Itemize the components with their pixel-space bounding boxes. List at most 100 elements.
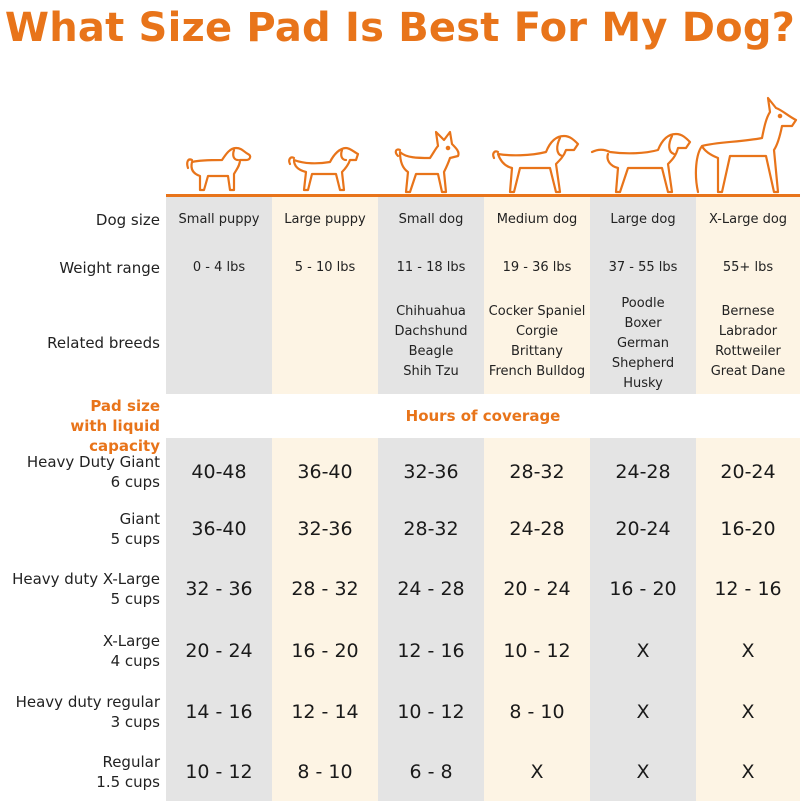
- hours-cell: 6 - 8: [409, 761, 453, 783]
- hours-cell: 32-36: [297, 518, 353, 540]
- pad-size-header-line1: Pad size: [90, 397, 160, 415]
- hours-cell: 12 - 14: [291, 701, 359, 723]
- column-bg-medium-dog: [484, 196, 590, 801]
- medium-dog-icon: [490, 128, 582, 196]
- pad-name: Regular: [102, 753, 160, 771]
- hours-cell: 10 - 12: [503, 640, 571, 662]
- hours-cell: 24-28: [509, 518, 565, 540]
- pad-row-label: Heavy duty regular 3 cups: [0, 692, 160, 732]
- breeds-cell-medium-dog: Cocker Spaniel Corgie Brittany French Bu…: [484, 302, 590, 382]
- pad-capacity: 1.5 cups: [96, 773, 160, 791]
- pad-row-label: Regular 1.5 cups: [0, 752, 160, 792]
- large-puppy-icon: [284, 140, 364, 196]
- breed-name: Shih Tzu: [403, 364, 459, 379]
- hours-cell: 14 - 16: [185, 701, 253, 723]
- hours-cell: 28-32: [403, 518, 459, 540]
- hours-cell: 20-24: [615, 518, 671, 540]
- hours-cell: 12 - 16: [397, 640, 465, 662]
- pad-capacity: 5 cups: [110, 530, 160, 548]
- page-title: What Size Pad Is Best For My Dog?: [4, 5, 796, 51]
- pad-name: Heavy Duty Giant: [26, 453, 160, 471]
- pad-capacity: 5 cups: [110, 590, 160, 608]
- pad-row-label: Heavy duty X-Large 5 cups: [0, 569, 160, 609]
- breed-name: Brittany: [511, 344, 563, 359]
- column-bg-xlarge-dog: [696, 196, 800, 801]
- dog-size-cell: Medium dog: [496, 212, 578, 227]
- pad-size-header: Pad size with liquid capacity: [0, 396, 160, 456]
- pad-name: Giant: [119, 510, 160, 528]
- breed-name: Dachshund: [394, 324, 468, 339]
- weight-cell: 55+ lbs: [722, 260, 774, 275]
- hours-band: [166, 394, 800, 438]
- small-puppy-icon: [178, 140, 258, 196]
- weight-cell: 37 - 55 lbs: [608, 260, 678, 275]
- dog-size-cell: Large dog: [610, 212, 676, 227]
- column-bg-small-dog: [378, 196, 484, 801]
- hours-cell: X: [636, 701, 650, 723]
- breed-name: Boxer: [624, 316, 662, 331]
- hours-cell: 36-40: [191, 518, 247, 540]
- weight-cell: 19 - 36 lbs: [502, 260, 572, 275]
- pad-name: Heavy duty regular: [15, 693, 160, 711]
- column-bg-large-puppy: [272, 196, 378, 801]
- pad-name: X-Large: [102, 632, 160, 650]
- dog-size-cell: Large puppy: [284, 212, 366, 227]
- breeds-cell-large-dog: Poodle Boxer German Shepherd Husky: [590, 294, 696, 394]
- xlarge-dog-icon: [692, 94, 800, 196]
- related-breeds-row-label: Related breeds: [47, 334, 160, 352]
- hours-cell: X: [741, 761, 755, 783]
- weight-cell: 11 - 18 lbs: [396, 260, 466, 275]
- breed-name: Chihuahua: [396, 304, 466, 319]
- breed-name: Bernese: [721, 304, 775, 319]
- hours-cell: 20 - 24: [185, 640, 253, 662]
- breed-name: Beagle: [408, 344, 454, 359]
- hours-cell: X: [741, 701, 755, 723]
- hours-cell: 32 - 36: [185, 578, 253, 600]
- hours-cell: 16 - 20: [609, 578, 677, 600]
- hours-cell: X: [636, 640, 650, 662]
- pad-capacity: 4 cups: [110, 652, 160, 670]
- breed-name: German: [616, 336, 670, 351]
- hours-cell: 8 - 10: [297, 761, 353, 783]
- breed-name: Cocker Spaniel: [488, 304, 586, 319]
- pad-capacity: 6 cups: [110, 473, 160, 491]
- pad-row-label: Heavy Duty Giant 6 cups: [0, 452, 160, 492]
- hours-cell: 32-36: [403, 461, 459, 483]
- hours-cell: 28 - 32: [291, 578, 359, 600]
- breed-name: Rottweiler: [715, 344, 781, 359]
- breed-name: Great Dane: [710, 364, 786, 379]
- breeds-cell-xlarge-dog: Bernese Labrador Rottweiler Great Dane: [696, 302, 800, 382]
- breed-name: Shepherd: [611, 356, 675, 371]
- hours-cell: X: [636, 761, 650, 783]
- pad-row-label: X-Large 4 cups: [0, 631, 160, 671]
- breed-name: Corgie: [515, 324, 558, 339]
- breed-name: Husky: [623, 376, 663, 391]
- weight-cell: 0 - 4 lbs: [192, 260, 246, 275]
- hours-cell: 16-20: [720, 518, 776, 540]
- dog-size-cell: Small dog: [398, 212, 464, 227]
- hours-cell: 10 - 12: [397, 701, 465, 723]
- column-bg-large-dog: [590, 196, 696, 801]
- dog-size-row-label: Dog size: [95, 211, 160, 229]
- weight-cell: 5 - 10 lbs: [294, 260, 356, 275]
- hours-cell: 40-48: [191, 461, 247, 483]
- column-bg-small-puppy: [166, 196, 272, 801]
- breed-name: Labrador: [718, 324, 778, 339]
- breed-name: French Bulldog: [488, 364, 586, 379]
- hours-cell: 10 - 12: [185, 761, 253, 783]
- pad-size-header-line2: with liquid capacity: [70, 417, 160, 455]
- hours-cell: 24-28: [615, 461, 671, 483]
- hours-cell: 12 - 16: [714, 578, 782, 600]
- pad-row-label: Giant 5 cups: [0, 509, 160, 549]
- hours-cell: X: [530, 761, 544, 783]
- hours-cell: 36-40: [297, 461, 353, 483]
- weight-range-row-label: Weight range: [59, 259, 160, 277]
- hours-of-coverage-label: Hours of coverage: [405, 407, 561, 425]
- dog-size-cell: X-Large dog: [708, 212, 788, 227]
- hours-cell: 20 - 24: [503, 578, 571, 600]
- pad-name: Heavy duty X-Large: [12, 570, 160, 588]
- hours-cell: 8 - 10: [509, 701, 565, 723]
- small-dog-icon: [390, 128, 470, 196]
- breed-name: Poodle: [621, 296, 665, 311]
- dog-size-cell: Small puppy: [178, 212, 260, 227]
